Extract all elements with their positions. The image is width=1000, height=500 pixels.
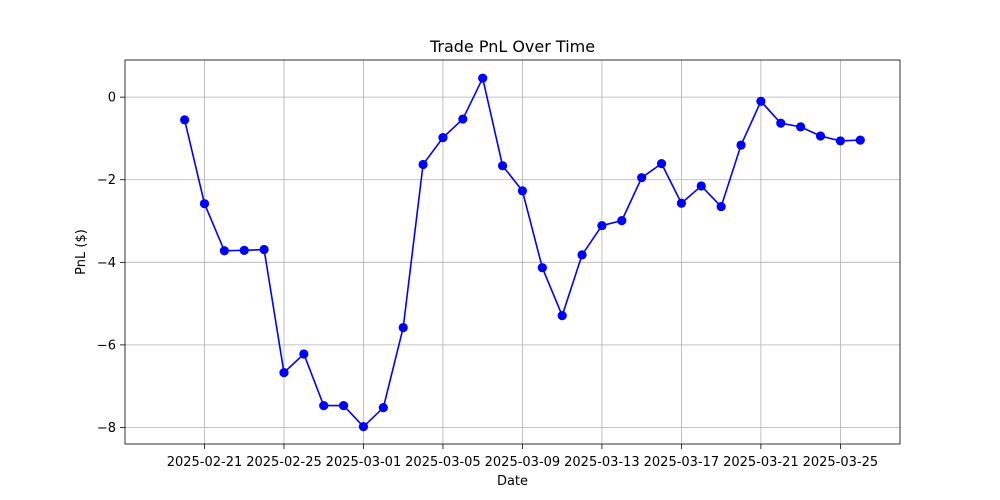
series-layer: [180, 73, 865, 432]
x-tick-label: 2025-03-13: [564, 455, 640, 470]
x-tick-label: 2025-02-25: [246, 455, 322, 470]
chart-title: Trade PnL Over Time: [429, 37, 595, 56]
y-tick-label: −6: [97, 338, 116, 353]
data-point: [577, 250, 587, 260]
plot-frame: [124, 59, 901, 445]
x-tick-label: 2025-03-05: [405, 455, 481, 470]
data-point: [438, 133, 448, 143]
data-point: [319, 401, 329, 411]
data-point: [696, 181, 706, 191]
data-point: [358, 422, 369, 432]
data-point: [776, 118, 786, 128]
data-point: [398, 322, 408, 333]
axis-ticks: 2025-02-21 2025-02-25 2025-03-01 2025-03-05…: [97, 91, 878, 470]
x-tick-label: 2025-03-17: [644, 455, 720, 470]
data-point: [418, 159, 428, 170]
data-point: [855, 135, 865, 145]
data-point: [756, 96, 766, 106]
x-axis-label: Date: [497, 474, 528, 489]
data-point: [597, 220, 607, 231]
data-point: [180, 115, 190, 125]
data-point: [736, 140, 746, 150]
data-point: [637, 173, 647, 183]
data-point: [517, 186, 528, 196]
data-point: [796, 122, 806, 132]
data-point: [478, 73, 488, 83]
x-tick-label: 2025-03-25: [803, 455, 879, 470]
y-tick-label: 0: [108, 91, 116, 106]
y-tick-label: −2: [97, 173, 116, 188]
data-point: [239, 245, 249, 255]
data-point: [656, 159, 667, 169]
y-tick-label: −4: [97, 256, 116, 271]
data-point: [815, 131, 826, 141]
data-point: [299, 349, 309, 359]
x-tick-label: 2025-03-21: [723, 455, 799, 470]
data-point: [458, 114, 468, 124]
data-point: [676, 198, 687, 208]
data-point: [557, 310, 567, 321]
data-point: [617, 216, 627, 226]
x-tick-label: 2025-02-21: [167, 455, 243, 470]
data-point: [537, 263, 547, 273]
grid-lines: [125, 60, 900, 444]
data-point: [497, 161, 508, 171]
y-tick-label: −8: [97, 421, 116, 436]
data-point: [338, 401, 349, 411]
y-axis-label: PnL ($): [74, 229, 89, 275]
data-point: [219, 246, 229, 256]
data-point: [259, 244, 269, 255]
data-point: [199, 199, 210, 209]
data-point: [279, 367, 289, 378]
x-tick-label: 2025-03-09: [485, 455, 561, 470]
data-point: [835, 136, 845, 146]
data-point: [716, 201, 726, 212]
x-tick-label: 2025-03-01: [326, 455, 402, 470]
data-point: [378, 403, 388, 413]
